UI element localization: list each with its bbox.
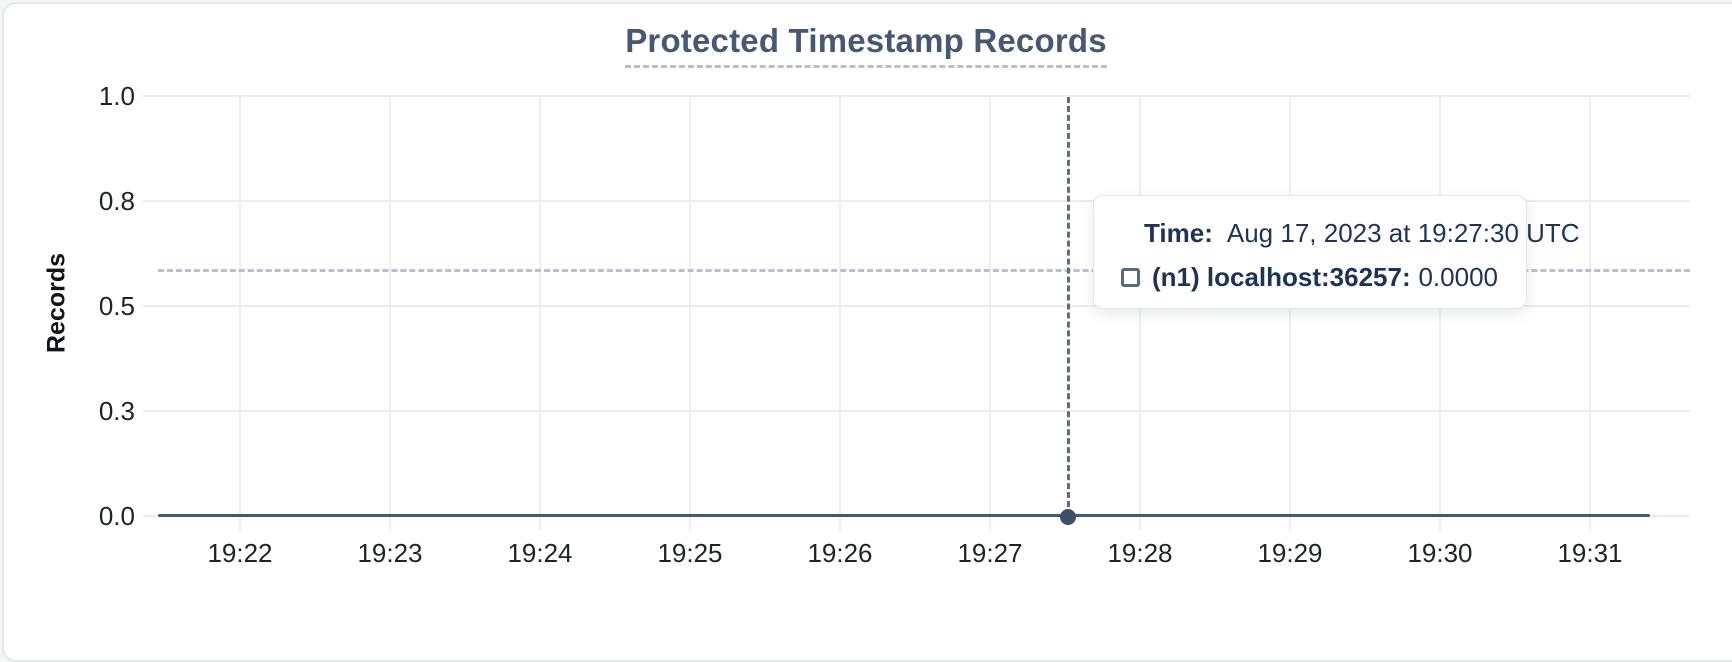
tooltip-time-row: Time: Aug 17, 2023 at 19:27:30 UTC [1121, 218, 1580, 249]
x-axis-tick-label: 19:30 [1407, 538, 1473, 568]
vertical-gridline [1589, 96, 1591, 531]
horizontal-gridline [143, 305, 1690, 307]
hovered-point-dot [1060, 509, 1076, 525]
tooltip-series-value: 0.0000 [1418, 262, 1498, 292]
x-axis-tick-label: 19:23 [357, 538, 423, 568]
x-axis-tick-label: 19:26 [807, 538, 873, 568]
x-axis-tick-label: 19:24 [507, 538, 573, 568]
vertical-gridline [1289, 96, 1291, 531]
chart-title[interactable]: Protected Timestamp Records [625, 22, 1107, 68]
vertical-gridline [389, 96, 391, 531]
x-axis-tick-label: 19:22 [207, 538, 273, 568]
y-axis-tick-label: 0.5 [98, 291, 135, 321]
vertical-gridline [1439, 96, 1441, 531]
x-axis-tick-label: 19:25 [657, 538, 723, 568]
chart-tooltip: Time: Aug 17, 2023 at 19:27:30 UTC (n1) l… [1093, 195, 1580, 309]
tooltip-series-row: (n1) localhost:36257: 0.0000 [1121, 262, 1498, 293]
vertical-gridline [1139, 96, 1141, 531]
crosshair-horizontal-line [158, 269, 1690, 272]
y-axis-tick-label: 0.3 [98, 396, 135, 426]
horizontal-gridline [143, 410, 1690, 412]
chart-title-wrap: Protected Timestamp Records [0, 22, 1732, 68]
series-line [158, 514, 1650, 517]
legend-square-icon [1121, 268, 1140, 287]
x-axis-tick-label: 19:29 [1257, 538, 1323, 568]
vertical-gridline [839, 96, 841, 531]
crosshair-vertical-line [1067, 97, 1070, 516]
vertical-gridline [239, 96, 241, 531]
tooltip-series-label: (n1) localhost:36257: [1152, 262, 1411, 292]
horizontal-gridline [143, 200, 1690, 202]
vertical-gridline [539, 96, 541, 531]
horizontal-gridline [143, 95, 1690, 97]
timeseries-chart[interactable]: 1.0 0.8 0.5 0.3 0.0 19:22 19:23 19:24 19:25 19:26… [0, 0, 1732, 628]
y-axis-tick-label: 0.8 [98, 186, 135, 216]
vertical-gridline [689, 96, 691, 531]
y-axis-tick-label: 1.0 [98, 81, 135, 111]
y-axis-title: Records [42, 252, 71, 354]
vertical-gridline [989, 96, 991, 531]
x-axis-tick-label: 19:28 [1107, 538, 1173, 568]
x-axis-tick-label: 19:27 [957, 538, 1023, 568]
y-axis-tick-label: 0.0 [98, 501, 135, 531]
tooltip-time-value: Aug 17, 2023 at 19:27:30 UTC [1226, 218, 1580, 248]
x-axis-tick-label: 19:31 [1557, 538, 1623, 568]
tooltip-time-label: Time: [1144, 218, 1213, 248]
